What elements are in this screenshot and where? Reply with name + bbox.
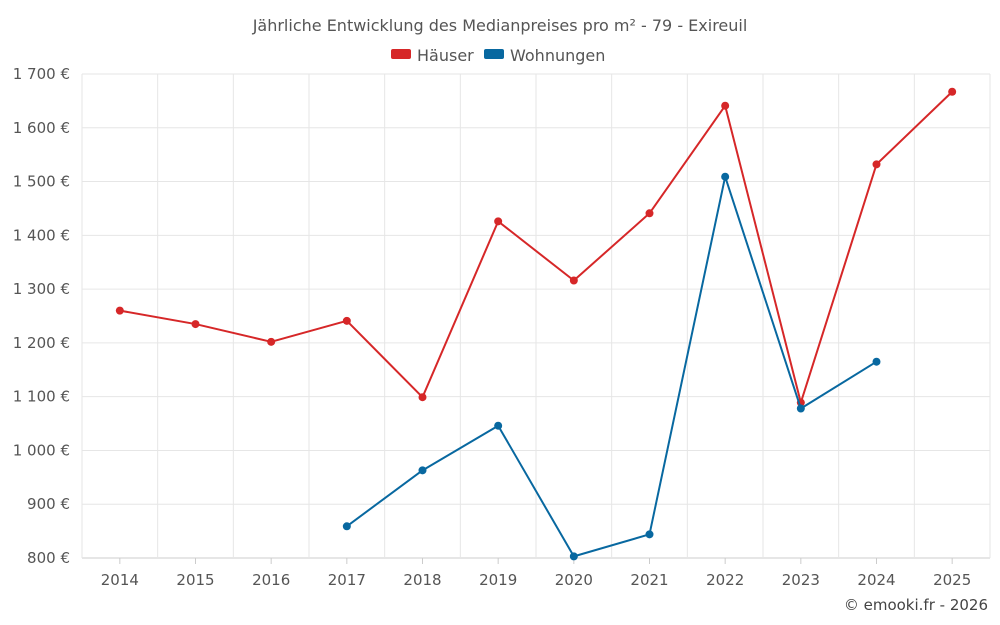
- data-point-wohnungen-2019[interactable]: [494, 421, 503, 430]
- x-axis-ticks: 2014 2015 2016 2017 2018 2019 2020 2021 2022 2023…: [101, 558, 971, 589]
- data-point-haeuser-2022[interactable]: [721, 101, 730, 110]
- y-tick-label: 1 000 €: [13, 441, 70, 459]
- y-tick-label: 900 €: [27, 495, 70, 513]
- data-point-haeuser-2018[interactable]: [418, 393, 427, 402]
- data-point-wohnungen-2020[interactable]: [569, 552, 578, 561]
- data-point-wohnungen-2021[interactable]: [645, 530, 654, 539]
- y-axis-ticks: 800 € 900 € 1 000 € 1 100 € 1 200 € 1 300 € 1 …: [13, 65, 70, 567]
- y-tick-label: 800 €: [27, 549, 70, 567]
- x-tick-label: 2018: [403, 571, 441, 589]
- data-point-haeuser-2016[interactable]: [267, 337, 276, 346]
- data-point-haeuser-2015[interactable]: [191, 320, 200, 329]
- x-tick-label: 2014: [101, 571, 139, 589]
- x-tick-label: 2020: [555, 571, 593, 589]
- x-tick-label: 2025: [933, 571, 971, 589]
- x-tick-label: 2017: [328, 571, 366, 589]
- legend-swatch-haeuser: [391, 49, 411, 59]
- data-point-wohnungen-2024[interactable]: [872, 357, 881, 366]
- data-point-wohnungen-2017[interactable]: [342, 522, 351, 531]
- data-point-haeuser-2025[interactable]: [948, 87, 957, 96]
- data-point-haeuser-2024[interactable]: [872, 160, 881, 169]
- data-point-haeuser-2017[interactable]: [342, 316, 351, 325]
- y-tick-label: 1 100 €: [13, 388, 70, 406]
- legend-label-haeuser[interactable]: Häuser: [417, 46, 474, 65]
- data-point-wohnungen-2018[interactable]: [418, 466, 427, 475]
- x-tick-label: 2016: [252, 571, 290, 589]
- series-line-haeuser: [119, 91, 953, 404]
- legend: Häuser Wohnungen: [391, 46, 605, 65]
- x-tick-label: 2023: [782, 571, 820, 589]
- data-point-wohnungen-2022[interactable]: [721, 172, 730, 181]
- legend-swatch-wohnungen: [484, 49, 504, 59]
- x-tick-label: 2015: [176, 571, 214, 589]
- x-tick-label: 2021: [630, 571, 668, 589]
- series: [115, 87, 957, 561]
- credit-text: © emooki.fr - 2026: [844, 596, 988, 614]
- y-tick-label: 1 600 €: [13, 119, 70, 137]
- data-point-wohnungen-2023[interactable]: [796, 404, 805, 413]
- grid: [81, 73, 991, 559]
- x-tick-label: 2022: [706, 571, 744, 589]
- chart-title: Jährliche Entwicklung des Medianpreises …: [252, 16, 748, 35]
- legend-label-wohnungen[interactable]: Wohnungen: [510, 46, 605, 65]
- x-tick-label: 2019: [479, 571, 517, 589]
- y-tick-label: 1 700 €: [13, 65, 70, 83]
- y-tick-label: 1 200 €: [13, 334, 70, 352]
- data-point-haeuser-2019[interactable]: [494, 217, 503, 226]
- y-tick-label: 1 400 €: [13, 226, 70, 244]
- series-line-wohnungen: [346, 175, 878, 558]
- data-point-haeuser-2020[interactable]: [569, 276, 578, 285]
- y-tick-label: 1 500 €: [13, 173, 70, 191]
- y-tick-label: 1 300 €: [13, 280, 70, 298]
- data-point-haeuser-2014[interactable]: [115, 306, 124, 315]
- x-tick-label: 2024: [857, 571, 895, 589]
- data-point-haeuser-2021[interactable]: [645, 209, 654, 218]
